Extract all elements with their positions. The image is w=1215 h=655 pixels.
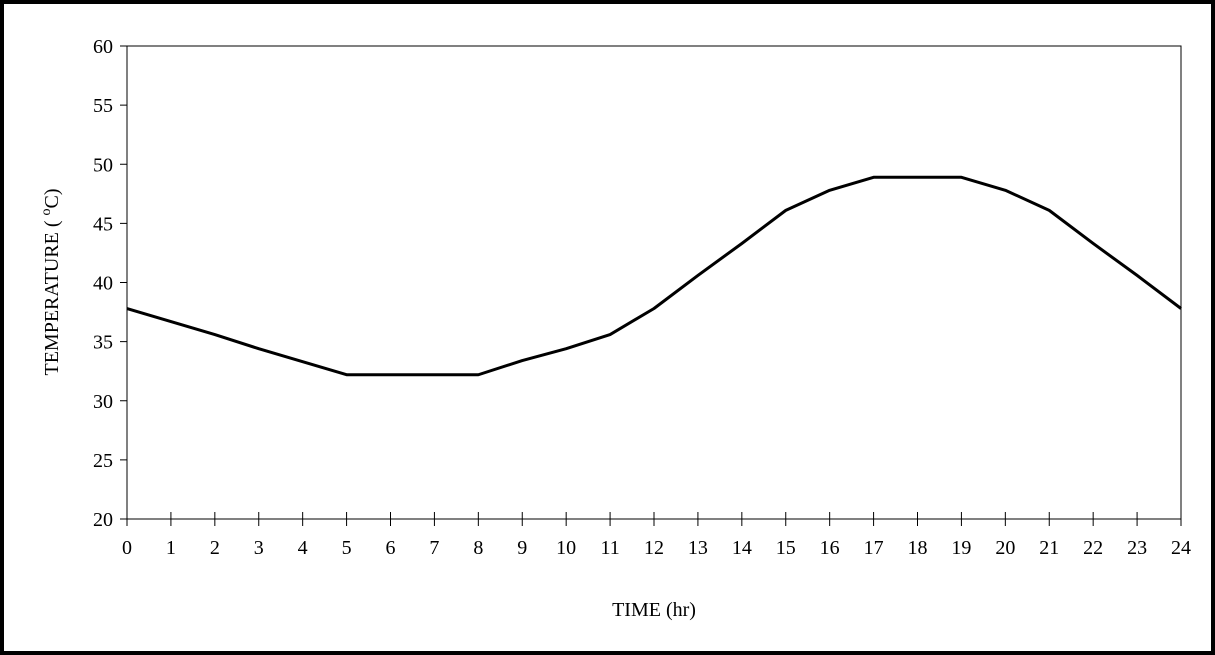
x-tick-label: 18 <box>908 537 928 559</box>
y-tick-label: 60 <box>93 36 113 58</box>
y-tick-label: 40 <box>93 273 113 295</box>
x-tick-label: 14 <box>732 537 752 559</box>
x-tick-label: 11 <box>600 537 619 559</box>
x-tick-label: 21 <box>1039 537 1059 559</box>
x-tick-label: 10 <box>556 537 576 559</box>
x-tick-label: 23 <box>1127 537 1147 559</box>
y-tick-label: 30 <box>93 391 113 413</box>
y-tick-label: 55 <box>93 95 113 117</box>
y-tick-label: 45 <box>93 213 113 235</box>
x-tick-label: 15 <box>776 537 796 559</box>
temperature-series-line <box>126 175 1182 377</box>
x-axis-ticks: 0 1 2 3 4 5 6 7 8 9 10 11 12 13 14 15 16 17 18 19 20 21 22 23 24 <box>122 512 1191 559</box>
x-tick-label: 1 <box>166 537 176 559</box>
y-axis-title-degree: o <box>39 209 54 216</box>
y-tick-label: 50 <box>93 154 113 176</box>
y-axis-title: TEMPERATURE ( oC) <box>39 189 63 376</box>
x-tick-label: 22 <box>1083 537 1103 559</box>
x-tick-label: 19 <box>951 537 971 559</box>
y-tick-label: 25 <box>93 450 113 472</box>
y-axis-title-main: TEMPERATURE ( <box>41 216 63 376</box>
x-tick-label: 16 <box>820 537 840 559</box>
x-tick-label: 8 <box>473 537 483 559</box>
y-axis-ticks: 20 25 30 35 40 45 50 55 60 <box>93 36 127 531</box>
x-tick-label: 0 <box>122 537 132 559</box>
x-tick-label: 2 <box>210 537 220 559</box>
y-tick-label: 20 <box>93 509 113 531</box>
x-tick-label: 7 <box>429 537 439 559</box>
x-tick-label: 17 <box>864 537 884 559</box>
x-tick-label: 12 <box>644 537 664 559</box>
y-axis-title-unit: C) <box>41 189 63 209</box>
x-axis-title: TIME (hr) <box>612 599 696 621</box>
x-tick-label: 5 <box>342 537 352 559</box>
x-tick-label: 3 <box>254 537 264 559</box>
x-tick-label: 4 <box>298 537 308 559</box>
x-tick-label: 24 <box>1171 537 1191 559</box>
x-tick-label: 20 <box>995 537 1015 559</box>
plot-area <box>126 45 1182 520</box>
x-tick-label: 13 <box>688 537 708 559</box>
x-tick-label: 6 <box>386 537 396 559</box>
y-tick-label: 35 <box>93 332 113 354</box>
x-tick-label: 9 <box>517 537 527 559</box>
